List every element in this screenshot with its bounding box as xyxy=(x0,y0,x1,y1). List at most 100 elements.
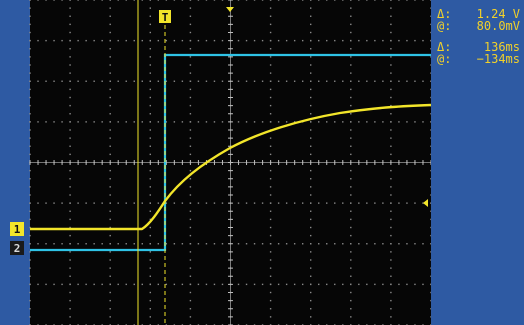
graticule-dot xyxy=(350,291,352,294)
graticule-dot xyxy=(269,267,272,269)
graticule-dot xyxy=(261,0,264,1)
graticule-dot xyxy=(261,243,264,245)
graticule-dot xyxy=(310,283,312,286)
graticule-dot xyxy=(69,39,71,42)
graticule-dot xyxy=(374,121,376,123)
graticule-dot xyxy=(29,299,31,302)
channel-2-marker[interactable]: 2 xyxy=(10,241,24,255)
graticule-dot xyxy=(189,129,192,131)
graticule-dot xyxy=(390,39,392,42)
graticule-dot xyxy=(277,283,280,286)
graticule-dot xyxy=(93,39,95,42)
graticule-dot xyxy=(366,121,368,123)
graticule-dot xyxy=(181,0,184,1)
graticule-dot xyxy=(109,104,111,107)
graticule-dot xyxy=(109,145,111,147)
graticule-dot xyxy=(237,283,240,286)
graticule-dot xyxy=(149,308,151,310)
graticule-dot xyxy=(269,291,272,294)
graticule-dot xyxy=(366,80,368,82)
graticule-dot xyxy=(310,88,312,91)
graticule-dot xyxy=(29,291,31,294)
graticule-dot xyxy=(358,39,360,42)
graticule-dot xyxy=(69,202,71,204)
graticule-dot xyxy=(350,31,352,34)
graticule-dot xyxy=(37,39,39,42)
readout-row: Δ: 136ms xyxy=(437,41,520,89)
graticule-dot xyxy=(109,129,111,131)
graticule-dot xyxy=(197,0,200,1)
graticule-dot xyxy=(61,80,63,82)
graticule-dot xyxy=(117,283,119,286)
graticule-dot xyxy=(350,186,352,188)
graticule-dot xyxy=(53,283,55,286)
graticule-dot xyxy=(149,251,151,253)
graticule-dot xyxy=(181,202,184,204)
graticule-dot xyxy=(269,64,272,66)
graticule-dot xyxy=(69,72,71,74)
graticule-dot xyxy=(245,202,248,204)
graticule-dot xyxy=(213,80,216,82)
readout-value: 136ms xyxy=(483,40,520,54)
graticule-dot xyxy=(269,275,272,277)
graticule-dot xyxy=(61,243,63,245)
graticule-dot xyxy=(29,80,31,82)
graticule-dot xyxy=(350,169,352,172)
graticule-dot xyxy=(165,202,168,204)
trigger-level-icon[interactable] xyxy=(423,199,428,207)
graticule-dot xyxy=(117,80,119,82)
graticule-dot xyxy=(77,243,79,245)
graticule-dot xyxy=(318,0,320,1)
graticule-dot xyxy=(69,15,71,17)
graticule-dot xyxy=(310,121,312,123)
graticule-dot xyxy=(69,178,71,180)
channel-1-marker[interactable]: 1 xyxy=(10,222,24,236)
graticule-dot xyxy=(149,178,151,180)
graticule-dot xyxy=(310,80,312,82)
graticule-dot xyxy=(414,39,416,42)
graticule-dot xyxy=(310,64,312,66)
graticule-dot xyxy=(101,121,103,123)
graticule-dot xyxy=(157,0,160,1)
graticule-dot xyxy=(69,113,71,115)
graticule-dot xyxy=(366,202,368,204)
graticule-dot xyxy=(133,121,135,123)
graticule-dot xyxy=(269,88,272,91)
graticule-dot xyxy=(390,186,392,188)
graticule-dot xyxy=(293,0,296,1)
graticule-dot xyxy=(197,202,200,204)
graticule-dot xyxy=(358,243,360,245)
graticule-dot xyxy=(213,283,216,286)
graticule-dot xyxy=(430,88,432,91)
graticule-dot xyxy=(197,39,200,42)
graticule-dot xyxy=(350,80,352,82)
graticule-dot xyxy=(350,316,352,318)
graticule-dot xyxy=(85,80,87,82)
graticule-dot xyxy=(398,243,400,245)
graticule-dot xyxy=(366,243,368,245)
graticule-dot xyxy=(430,121,432,123)
graticule-dot xyxy=(350,48,352,50)
readout-value: 1.24 V xyxy=(476,7,520,21)
graticule-dot xyxy=(149,291,151,294)
graticule-dot xyxy=(85,121,87,123)
graticule-dot xyxy=(310,48,312,50)
graticule-dot xyxy=(69,291,71,294)
graticule-dot xyxy=(149,129,151,131)
graticule-dot xyxy=(69,234,71,237)
graticule-dot xyxy=(326,283,328,286)
graticule-dot xyxy=(149,113,151,115)
graticule-dot xyxy=(221,243,224,245)
graticule-dot xyxy=(149,96,151,99)
graticule-dot xyxy=(109,7,111,9)
graticule-dot xyxy=(189,48,192,50)
trigger-time-marker[interactable]: T xyxy=(159,10,171,24)
graticule-dot xyxy=(293,39,296,42)
graticule-dot xyxy=(109,96,111,99)
graticule-dot xyxy=(149,137,151,139)
graticule-dot xyxy=(109,218,111,221)
graticule-dot xyxy=(350,7,352,9)
graticule-dot xyxy=(93,283,95,286)
graticule-dot xyxy=(149,39,151,42)
